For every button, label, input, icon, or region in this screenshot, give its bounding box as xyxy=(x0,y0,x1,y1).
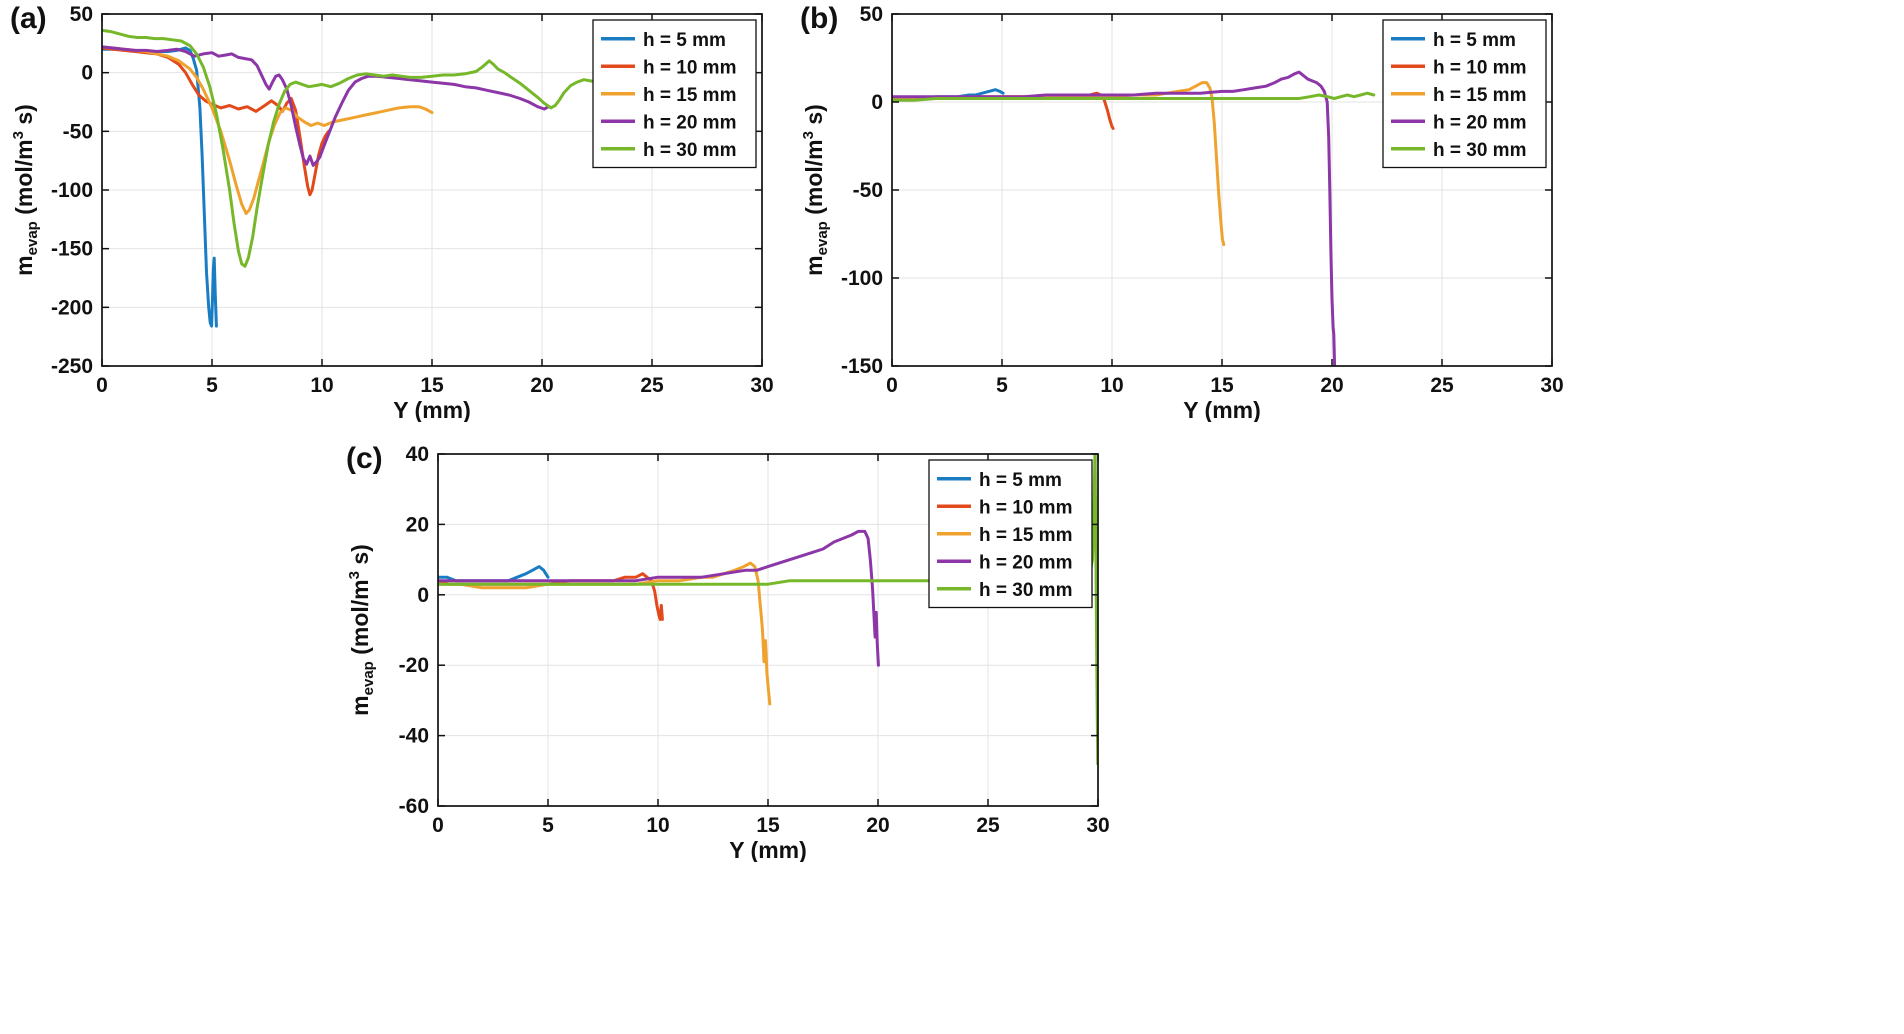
y-tick-label: -40 xyxy=(399,725,429,748)
series-line-h-30-mm xyxy=(102,28,599,268)
series-line-h-20-mm xyxy=(438,529,880,667)
panel-label-b: (b) xyxy=(800,2,839,35)
y-tick-label: -50 xyxy=(853,179,883,202)
x-tick-label: 25 xyxy=(640,374,664,397)
y-tick-label: 50 xyxy=(70,3,93,26)
x-tick-label: 30 xyxy=(1086,814,1109,837)
x-tick-label: 20 xyxy=(530,374,553,397)
legend: h = 5 mm h = 10 mm h = 15 mm h = 20 mm h = 3… xyxy=(928,459,1093,609)
panel-label-c: (c) xyxy=(346,442,383,475)
chart-panel-a: (a) 0 5 10 15 20 25 30 50 0 -50 -100 -150 -200 -250 Y … xyxy=(6,2,776,423)
series-line-h-30-mm xyxy=(892,91,1376,102)
chart-b: 0 5 10 15 20 25 30 50 0 -50 -100 -150 Y (mm) mevap (m… xyxy=(796,2,1566,423)
legend-label: h = 30 mm xyxy=(979,580,1072,601)
x-tick-label: 0 xyxy=(96,374,108,397)
legend-label: h = 10 mm xyxy=(643,57,736,78)
x-tick-label: 20 xyxy=(866,814,889,837)
x-tick-label: 0 xyxy=(432,814,444,837)
y-tick-label: -250 xyxy=(51,355,93,378)
y-tick-label: 50 xyxy=(860,3,883,26)
legend-label: h = 15 mm xyxy=(643,85,736,106)
legend: h = 5 mm h = 10 mm h = 15 mm h = 20 mm h = 3… xyxy=(592,19,757,169)
legend-label: h = 15 mm xyxy=(979,525,1072,546)
x-tick-label: 5 xyxy=(542,814,554,837)
x-tick-label: 25 xyxy=(976,814,1000,837)
y-tick-label: 0 xyxy=(871,91,883,114)
panel-label-a: (a) xyxy=(10,2,47,35)
x-tick-label: 25 xyxy=(1430,374,1454,397)
x-tick-label: 10 xyxy=(646,814,669,837)
chart-c: 0 5 10 15 20 25 30 40 20 0 -20 -40 -60 Y (mm) mevap (m… xyxy=(342,442,1112,863)
y-tick-label: 0 xyxy=(417,584,429,607)
x-tick-label: 15 xyxy=(1210,374,1234,397)
chart-svg: 0 5 10 15 20 25 30 40 20 0 -20 -40 -60 Y (mm) mevap (m… xyxy=(346,443,1110,863)
legend-label: h = 5 mm xyxy=(1433,30,1516,51)
x-tick-label: 15 xyxy=(756,814,780,837)
y-tick-label: 40 xyxy=(406,443,429,466)
x-axis-label: Y (mm) xyxy=(1183,397,1261,422)
y-tick-label: -150 xyxy=(51,238,93,261)
legend-label: h = 15 mm xyxy=(1433,85,1526,106)
chart-panel-c: (c) 0 5 10 15 20 25 30 40 20 0 -20 -40 -60 Y (mm) meva… xyxy=(342,442,1112,863)
y-tick-label: -100 xyxy=(51,179,93,202)
x-axis-label: Y (mm) xyxy=(393,397,471,422)
x-tick-label: 30 xyxy=(1540,374,1563,397)
y-tick-label: 0 xyxy=(81,62,93,85)
x-tick-label: 5 xyxy=(996,374,1008,397)
x-tick-label: 10 xyxy=(1100,374,1123,397)
x-axis-label: Y (mm) xyxy=(729,837,807,862)
y-tick-label: 20 xyxy=(406,513,429,536)
chart-svg: 0 5 10 15 20 25 30 50 0 -50 -100 -150 Y (mm) mevap (m… xyxy=(800,3,1564,423)
legend-label: h = 5 mm xyxy=(643,30,726,51)
legend: h = 5 mm h = 10 mm h = 15 mm h = 20 mm h = 3… xyxy=(1382,19,1547,169)
series-line-h-30-mm xyxy=(438,454,1098,766)
y-tick-label: -100 xyxy=(841,267,883,290)
x-tick-label: 5 xyxy=(206,374,218,397)
y-tick-label: -200 xyxy=(51,296,93,319)
legend-label: h = 10 mm xyxy=(979,497,1072,518)
x-tick-label: 30 xyxy=(750,374,773,397)
x-tick-label: 0 xyxy=(886,374,898,397)
legend-label: h = 30 mm xyxy=(1433,140,1526,161)
x-tick-label: 10 xyxy=(310,374,333,397)
x-tick-label: 15 xyxy=(420,374,444,397)
chart-panel-b: (b) 0 5 10 15 20 25 30 50 0 -50 -100 -150 Y (mm) meva… xyxy=(796,2,1566,423)
chart-svg: 0 5 10 15 20 25 30 50 0 -50 -100 -150 -200 -250 Y (mm)… xyxy=(10,3,774,423)
y-axis-label: mevap (mol/m3 s) xyxy=(10,104,41,276)
y-axis-label: mevap (mol/m3 s) xyxy=(800,104,831,276)
y-tick-label: -150 xyxy=(841,355,883,378)
series-line-h-20-mm xyxy=(892,70,1337,366)
legend-label: h = 20 mm xyxy=(643,112,736,133)
legend-label: h = 20 mm xyxy=(1433,112,1526,133)
chart-a: 0 5 10 15 20 25 30 50 0 -50 -100 -150 -200 -250 Y (mm)… xyxy=(6,2,776,423)
legend-label: h = 10 mm xyxy=(1433,57,1526,78)
legend-label: h = 30 mm xyxy=(643,140,736,161)
legend-label: h = 5 mm xyxy=(979,470,1062,491)
x-tick-label: 20 xyxy=(1320,374,1343,397)
y-axis-label: mevap (mol/m3 s) xyxy=(346,544,377,716)
series-line-h-20-mm xyxy=(102,45,551,167)
y-tick-label: -50 xyxy=(63,120,93,143)
y-tick-label: -20 xyxy=(399,654,429,677)
legend-label: h = 20 mm xyxy=(979,552,1072,573)
y-tick-label: -60 xyxy=(399,795,429,818)
